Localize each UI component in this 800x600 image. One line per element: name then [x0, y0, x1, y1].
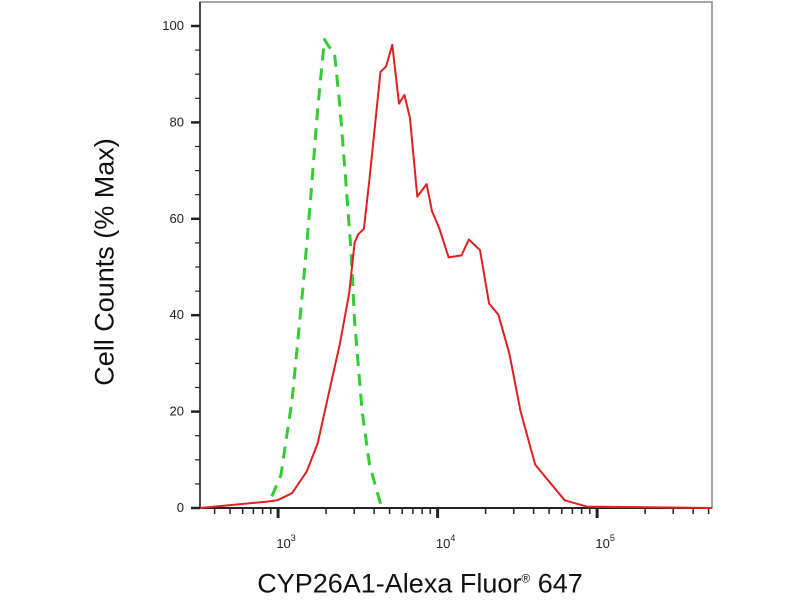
x-axis-label-main: CYP26A1-Alexa Fluor [257, 568, 522, 599]
plot-frame [199, 1, 713, 509]
y-tick-label: 60 [170, 211, 184, 226]
y-tick-label: 100 [162, 18, 184, 33]
registered-mark: ® [521, 571, 531, 586]
y-axis-label: Cell Counts (% Max) [89, 138, 120, 386]
y-tick-label: 20 [170, 404, 184, 419]
x-axis-label-tail: 647 [530, 568, 583, 599]
y-tick-label: 40 [170, 307, 184, 322]
y-tick-label: 0 [177, 500, 184, 515]
y-tick-label: 80 [170, 114, 184, 129]
control-histogram-dashed [270, 38, 382, 505]
x-tick-label: 104 [436, 533, 455, 551]
x-tick-label: 105 [595, 533, 614, 551]
sample-histogram-solid [199, 43, 713, 509]
x-axis-label: CYP26A1-Alexa Fluor® 647 [257, 569, 583, 600]
x-tick-label: 103 [276, 533, 295, 551]
